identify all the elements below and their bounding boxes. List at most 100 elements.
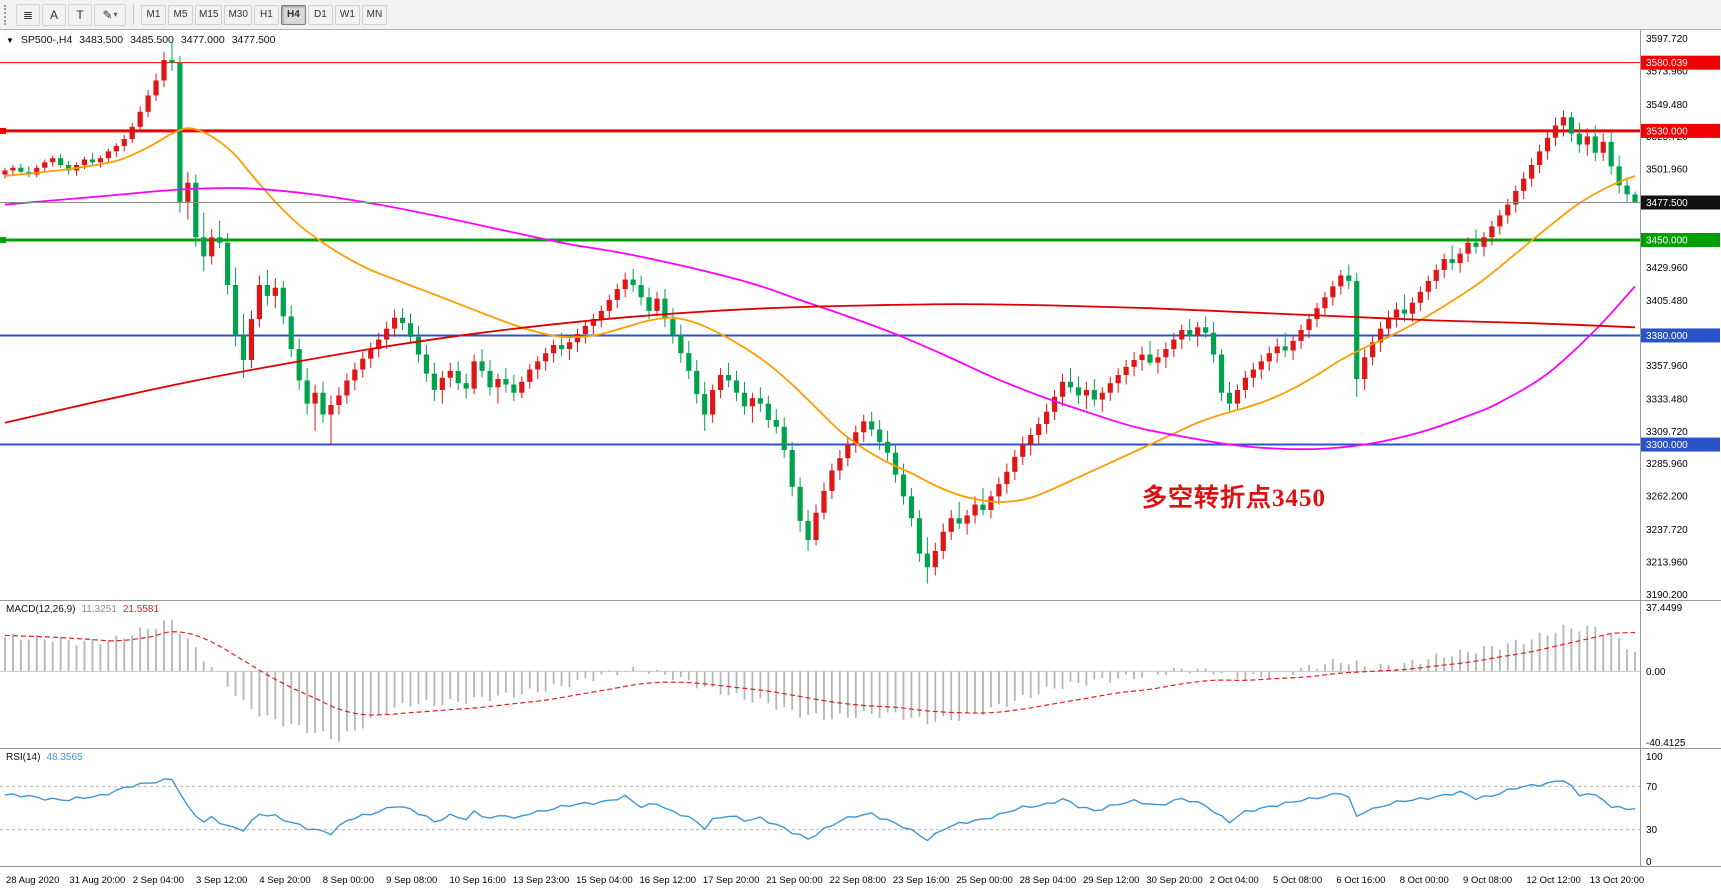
bullish-candle — [1338, 275, 1344, 287]
bullish-candle — [1362, 357, 1368, 380]
chart-annotation-text[interactable]: 多空转折点3450 — [1142, 485, 1327, 512]
bullish-candle — [535, 361, 541, 370]
bullish-candle — [495, 379, 501, 388]
timeframe-w1-button[interactable]: W1 — [334, 4, 360, 25]
macd-histogram-bar — [1252, 671, 1255, 675]
macd-histogram-bar — [1355, 660, 1358, 672]
bearish-candle — [773, 420, 779, 427]
bearish-candle — [487, 370, 493, 388]
rsi-indicator-label: RSI(14) 48.3565 — [6, 752, 83, 763]
bullish-candle — [1306, 319, 1312, 330]
text-tool-button[interactable]: T — [68, 3, 92, 26]
price-tag — [1641, 437, 1720, 452]
bearish-candle — [320, 392, 326, 415]
macd-histogram-bar — [1316, 669, 1318, 672]
macd-histogram-bar — [179, 634, 181, 672]
macd-histogram-bar — [59, 636, 62, 672]
axis-label: 3380.000 — [1646, 331, 1688, 342]
macd-histogram-bar — [568, 671, 571, 688]
macd-histogram-bar — [512, 671, 515, 698]
bullish-candle — [972, 504, 978, 516]
timeframe-m5-button[interactable]: M5 — [168, 4, 193, 25]
axis-label: 17 Sep 20:00 — [703, 875, 760, 886]
macd-histogram-bar — [377, 671, 380, 715]
macd-histogram-bar — [926, 671, 929, 725]
time-axis[interactable]: 28 Aug 2020 31 Aug 20:00 2 Sep 04:00 3 Sep … — [6, 875, 1644, 886]
macd-histogram-bar — [838, 671, 841, 714]
macd-histogram-bar — [409, 671, 412, 707]
axis-label: 31 Aug 20:00 — [69, 875, 125, 886]
macd-panel: 37.4499 0.00 -40.4125 — [0, 603, 1686, 749]
macd-histogram-bar — [210, 666, 213, 672]
symbol-timeframe-label: SP500-,H4 — [20, 34, 73, 46]
macd-histogram-bar — [481, 671, 483, 697]
macd-histogram-bar — [497, 671, 499, 696]
pencil-icon: ✎ — [102, 7, 113, 22]
cursor-tool-button[interactable]: A — [42, 3, 66, 26]
bullish-candle — [34, 167, 40, 175]
macd-histogram-bar — [441, 671, 444, 706]
macd-histogram-bar — [1483, 646, 1485, 672]
macd-histogram-bar — [457, 671, 460, 703]
bullish-candle — [1036, 424, 1042, 435]
axis-label: 23 Sep 16:00 — [893, 875, 950, 886]
axis-label: 37.4499 — [1646, 603, 1683, 614]
bullish-candle — [161, 60, 167, 81]
bullish-candle — [1059, 381, 1066, 397]
timeframe-d1-button[interactable]: D1 — [307, 4, 333, 25]
bullish-candle — [439, 377, 445, 390]
bullish-candle — [185, 182, 191, 202]
bullish-candle — [1028, 435, 1034, 445]
bullish-candle — [1377, 328, 1384, 343]
chart-area[interactable]: 3597.7203573.9603549.4803525.7203501.960… — [0, 30, 1721, 895]
charts-grid-button[interactable]: ≣ — [16, 3, 40, 26]
timeframe-m1-button[interactable]: M1 — [141, 4, 166, 25]
macd-histogram-bar — [202, 661, 205, 672]
support-resistance-lines[interactable] — [0, 62, 1640, 446]
bullish-candle — [1433, 270, 1439, 281]
macd-histogram-bar — [1212, 671, 1215, 675]
bullish-candle — [50, 158, 56, 163]
macd-histogram-bar — [1180, 668, 1183, 672]
macd-histogram-bar — [473, 671, 476, 697]
bearish-candle — [280, 287, 286, 317]
axis-label: 9 Sep 08:00 — [386, 875, 437, 886]
bullish-candle — [1497, 215, 1503, 227]
macd-histogram-bar — [656, 669, 658, 672]
macd-histogram-bar — [12, 634, 14, 672]
level-anchor-marker[interactable] — [0, 237, 6, 243]
price-tag — [1641, 233, 1720, 247]
toolbar-drag-handle[interactable] — [4, 4, 11, 25]
bearish-candle — [399, 317, 406, 324]
bullish-candle — [1465, 242, 1471, 254]
level-anchor-marker[interactable] — [0, 127, 6, 134]
axis-label: 0.00 — [1646, 667, 1666, 678]
macd-histogram-bar — [1069, 671, 1072, 682]
bearish-candle — [431, 373, 437, 390]
bullish-candle — [837, 458, 843, 471]
bearish-candle — [217, 237, 223, 243]
timeframe-m30-button[interactable]: M30 — [224, 4, 252, 25]
ma-slow-red — [4, 303, 1636, 424]
macd-histogram-bar — [385, 671, 388, 715]
timeframe-h4-button[interactable]: H4 — [280, 4, 306, 25]
macd-indicator-label: MACD(12,26,9) 11.3251 21.5581 — [6, 604, 159, 615]
text-tool-icon: T — [76, 7, 84, 22]
price-axis[interactable]: 3597.7203573.9603549.4803525.7203501.960… — [1641, 34, 1720, 601]
bearish-candle — [765, 403, 771, 420]
bullish-candle — [654, 298, 660, 311]
timeframe-mn-button[interactable]: MN — [361, 4, 387, 25]
drawing-tools-button[interactable]: ✎ ▾ — [94, 3, 126, 26]
bullish-candle — [1274, 346, 1280, 354]
bearish-candle — [1592, 136, 1598, 153]
macd-histogram-bar — [528, 671, 531, 689]
macd-histogram-bar — [807, 671, 809, 715]
macd-histogram-bar — [862, 671, 865, 712]
axis-label: 3477.500 — [1646, 198, 1688, 209]
timeframe-h1-button[interactable]: H1 — [253, 4, 279, 25]
timeframe-m15-button[interactable]: M15 — [195, 4, 223, 25]
symbol-dropdown-icon[interactable]: ▼ — [6, 35, 14, 45]
macd-histogram-bar — [687, 671, 690, 681]
bullish-candle — [710, 390, 716, 415]
